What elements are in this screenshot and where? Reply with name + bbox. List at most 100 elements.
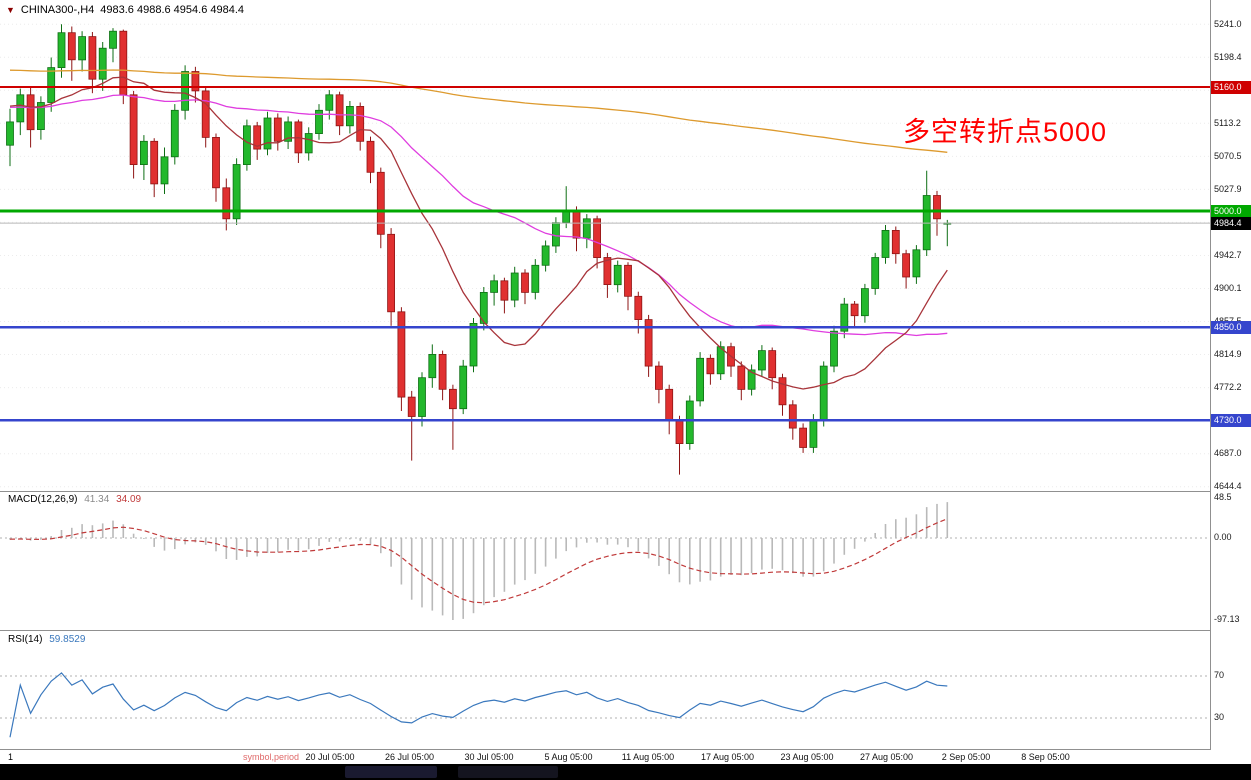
candle: [335, 94, 344, 127]
candle: [201, 90, 210, 138]
candle: [521, 272, 529, 293]
candle: [366, 140, 375, 173]
candle: [613, 264, 622, 286]
time-tick-label: 17 Aug 05:00: [700, 752, 755, 762]
candle: [541, 245, 550, 266]
candle: [778, 377, 787, 406]
candle: [510, 272, 519, 301]
candle: [737, 365, 746, 390]
macd-axis-min: -97.13: [1214, 614, 1240, 624]
candle: [16, 94, 25, 123]
candle: [139, 140, 148, 166]
candle: [315, 109, 323, 135]
price-axis[interactable]: 48.5 0.00 -97.13 70 30 5241.05198.45155.…: [1211, 0, 1251, 764]
candle: [799, 427, 807, 448]
taskbar: [0, 764, 1251, 780]
price-tick-label: 4772.2: [1214, 382, 1242, 393]
candle: [624, 264, 632, 297]
candle: [552, 222, 560, 247]
candle: [933, 195, 941, 220]
price-tick-label: 5113.2: [1214, 117, 1241, 128]
candle: [665, 388, 674, 421]
candle: [397, 311, 406, 398]
rsi-line: [9, 672, 948, 738]
time-axis[interactable]: 1 symbol,period 20 Jul 05:00 26 Jul 05:00…: [0, 750, 1251, 764]
candle: [881, 229, 890, 258]
candle: [212, 136, 220, 189]
candle: [284, 121, 293, 142]
level-price-badge: 4730.0: [1211, 413, 1251, 427]
ma-medium: [9, 94, 948, 337]
candle: [191, 71, 200, 92]
candle: [572, 210, 581, 239]
price-tick-label: 5198.4: [1214, 51, 1242, 62]
candle: [634, 295, 643, 320]
candle: [850, 303, 859, 317]
price-tick-label: 4814.9: [1214, 349, 1242, 359]
price-tick-label: 5241.0: [1214, 18, 1242, 29]
macd-axis-max: 48.5: [1214, 492, 1232, 502]
price-tick-label: 4900.1: [1214, 283, 1242, 293]
candle: [232, 164, 241, 220]
timeframe-indicator: 1: [8, 752, 14, 762]
candle: [407, 396, 416, 417]
candle: [562, 210, 571, 224]
candle: [98, 47, 107, 80]
candle: [376, 171, 385, 235]
candle: [603, 257, 612, 286]
moving-averages: [9, 69, 948, 390]
chart-icon: ▼: [6, 4, 15, 15]
macd-histogram: [9, 502, 949, 620]
chart-title-symbol: CHINA300-,H4: [20, 4, 95, 16]
candle: [170, 109, 179, 158]
candle: [716, 346, 725, 375]
macd-signal-line: [9, 518, 948, 604]
candle: [273, 117, 282, 142]
candle: [912, 249, 921, 278]
candle: [129, 94, 138, 166]
chart-title-ohlc: 4983.6 4988.6 4954.6 4984.4: [100, 4, 245, 16]
text-annotation[interactable]: 多空转折点5000: [903, 117, 1108, 147]
candle: [47, 67, 56, 103]
price-tick-label: 5070.5: [1214, 150, 1242, 161]
candle: [88, 36, 97, 80]
candle: [871, 257, 880, 289]
candle: [78, 36, 86, 61]
taskbar-item[interactable]: [345, 766, 437, 778]
candle: [768, 350, 777, 379]
candle: [448, 388, 457, 410]
price-tick-label: 4942.7: [1214, 250, 1242, 260]
candle: [861, 288, 869, 317]
candle: [593, 218, 601, 259]
candle: [531, 264, 540, 293]
level-price-badge: 5000.0: [1211, 204, 1251, 218]
candle: [57, 32, 66, 69]
candle: [37, 102, 45, 131]
taskbar-item[interactable]: [458, 766, 558, 778]
price-tick-label: 4687.0: [1214, 448, 1242, 459]
macd-axis-zero: 0.00: [1214, 532, 1232, 542]
time-tick-label: 8 Sep 05:00: [1021, 752, 1070, 762]
time-tick-label: 27 Aug 05:00: [859, 752, 914, 762]
candle: [830, 330, 838, 367]
price-tick-label: 4644.4: [1214, 481, 1242, 492]
chart-title: ▼ CHINA300-,H4 4983.6 4988.6 4954.6 4984…: [6, 4, 244, 16]
candle: [891, 229, 900, 255]
time-tick-label: 26 Jul 05:00: [384, 752, 435, 762]
candle: [469, 322, 478, 367]
rsi-indicator-label: RSI(14) 59.8529: [8, 634, 85, 645]
candle: [150, 140, 159, 185]
ma-slow: [9, 69, 948, 153]
candle: [490, 280, 499, 293]
candle: [438, 353, 447, 390]
candle: [428, 353, 437, 379]
candle: [253, 125, 262, 150]
candle: [109, 30, 117, 49]
level-price-badge: 5160.0: [1211, 80, 1251, 94]
rsi-axis-30: 30: [1214, 712, 1225, 722]
macd-indicator-label: MACD(12,26,9) 41.34 34.09: [8, 494, 141, 505]
candle: [655, 365, 663, 390]
level-lines[interactable]: [0, 86, 1210, 422]
